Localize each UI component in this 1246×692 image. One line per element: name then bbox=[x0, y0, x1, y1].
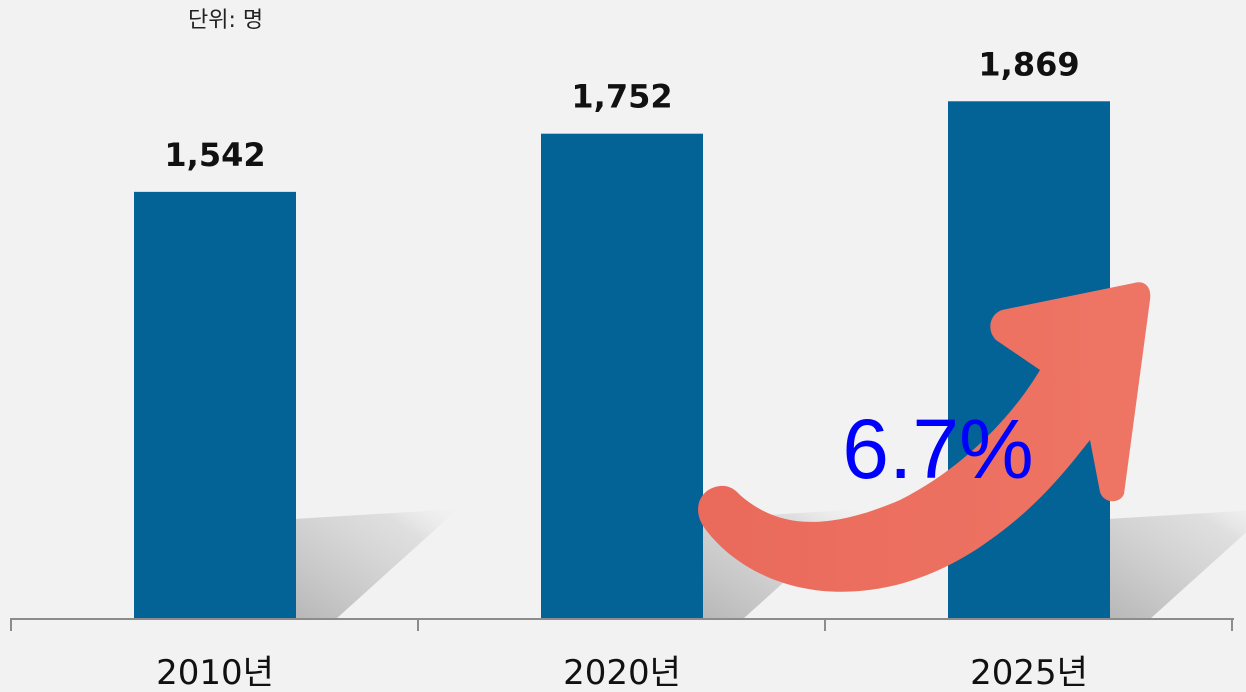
bar-2 bbox=[541, 133, 703, 620]
category-label: 2020년 bbox=[563, 653, 681, 692]
unit-label: 단위: 명 bbox=[188, 8, 264, 33]
bar-shadow bbox=[1108, 510, 1246, 619]
growth-annotation: 6.7% bbox=[698, 282, 1151, 592]
category-label: 2010년 bbox=[156, 653, 274, 692]
growth-percent-label: 6.7% bbox=[842, 402, 1033, 496]
x-axis bbox=[10, 618, 1234, 631]
value-label: 1,752 bbox=[571, 78, 672, 116]
bar-shadow bbox=[294, 509, 458, 619]
value-label: 1,542 bbox=[164, 136, 265, 174]
growth-arrow-icon bbox=[698, 282, 1151, 592]
bar-1 bbox=[134, 191, 296, 619]
category-label: 2025년 bbox=[970, 653, 1088, 692]
category-labels: 2010년 2020년 2025년 bbox=[156, 653, 1088, 692]
value-labels: 1,542 1,752 1,869 bbox=[164, 45, 1079, 174]
value-label: 1,869 bbox=[978, 45, 1079, 83]
